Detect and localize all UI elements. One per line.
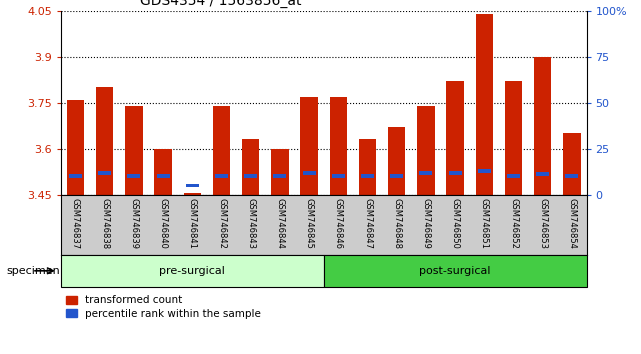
Bar xyxy=(96,87,113,195)
Bar xyxy=(242,139,260,195)
Bar xyxy=(536,172,549,176)
Bar xyxy=(476,14,493,195)
Bar xyxy=(186,183,199,188)
Text: GSM746852: GSM746852 xyxy=(509,198,518,249)
Text: specimen: specimen xyxy=(6,266,60,276)
Bar xyxy=(417,106,435,195)
Text: post-surgical: post-surgical xyxy=(419,266,491,276)
Bar xyxy=(446,81,464,195)
Bar xyxy=(67,99,84,195)
Text: GSM746851: GSM746851 xyxy=(480,198,489,249)
Bar xyxy=(273,174,287,178)
Bar xyxy=(504,81,522,195)
Text: pre-surgical: pre-surgical xyxy=(160,266,225,276)
Text: GSM746837: GSM746837 xyxy=(71,198,80,249)
Bar xyxy=(478,169,491,173)
Bar xyxy=(361,174,374,178)
Bar xyxy=(449,171,462,175)
Bar xyxy=(303,171,315,175)
Bar xyxy=(332,174,345,178)
Bar xyxy=(359,139,376,195)
Bar xyxy=(271,149,288,195)
Bar xyxy=(534,57,551,195)
Text: GSM746850: GSM746850 xyxy=(451,198,460,249)
Bar xyxy=(125,106,143,195)
Text: GSM746842: GSM746842 xyxy=(217,198,226,249)
Bar xyxy=(69,174,82,178)
Bar xyxy=(563,133,581,195)
Bar xyxy=(324,255,587,287)
Text: GSM746848: GSM746848 xyxy=(392,198,401,249)
Bar xyxy=(215,174,228,178)
Bar xyxy=(388,127,406,195)
Text: GDS4354 / 1563856_at: GDS4354 / 1563856_at xyxy=(140,0,301,8)
Text: GSM746843: GSM746843 xyxy=(246,198,255,249)
Bar xyxy=(419,171,433,175)
Text: GSM746841: GSM746841 xyxy=(188,198,197,249)
Bar xyxy=(98,171,112,175)
Bar xyxy=(244,174,257,178)
Text: GSM746840: GSM746840 xyxy=(158,198,167,249)
Bar xyxy=(154,149,172,195)
Bar xyxy=(183,193,201,195)
Bar xyxy=(507,174,520,178)
Bar xyxy=(61,255,324,287)
Text: GSM746853: GSM746853 xyxy=(538,198,547,249)
Text: GSM746839: GSM746839 xyxy=(129,198,138,249)
Text: GSM746849: GSM746849 xyxy=(421,198,430,249)
Text: GSM746847: GSM746847 xyxy=(363,198,372,249)
Bar xyxy=(329,97,347,195)
Bar xyxy=(156,174,170,178)
Bar xyxy=(565,174,578,178)
Text: GSM746854: GSM746854 xyxy=(567,198,576,249)
Bar xyxy=(390,174,403,178)
Legend: transformed count, percentile rank within the sample: transformed count, percentile rank withi… xyxy=(66,296,261,319)
Text: GSM746838: GSM746838 xyxy=(100,198,109,249)
Bar xyxy=(213,106,230,195)
Text: GSM746845: GSM746845 xyxy=(304,198,313,249)
Text: GSM746844: GSM746844 xyxy=(276,198,285,249)
Bar xyxy=(128,174,140,178)
Bar xyxy=(301,97,318,195)
Text: GSM746846: GSM746846 xyxy=(334,198,343,249)
